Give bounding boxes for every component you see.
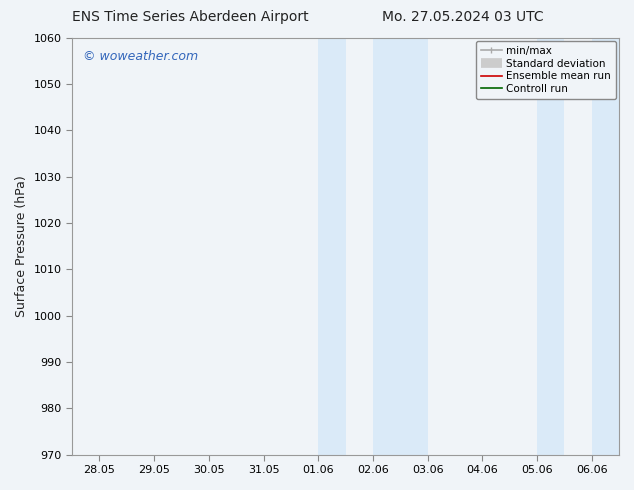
- Bar: [373, 38, 427, 455]
- Bar: [318, 38, 346, 455]
- Y-axis label: Surface Pressure (hPa): Surface Pressure (hPa): [15, 175, 28, 317]
- Text: ENS Time Series Aberdeen Airport: ENS Time Series Aberdeen Airport: [72, 10, 309, 24]
- Bar: [592, 38, 619, 455]
- Text: Mo. 27.05.2024 03 UTC: Mo. 27.05.2024 03 UTC: [382, 10, 543, 24]
- Text: © woweather.com: © woweather.com: [83, 50, 198, 63]
- Bar: [537, 38, 564, 455]
- Legend: min/max, Standard deviation, Ensemble mean run, Controll run: min/max, Standard deviation, Ensemble me…: [476, 41, 616, 99]
